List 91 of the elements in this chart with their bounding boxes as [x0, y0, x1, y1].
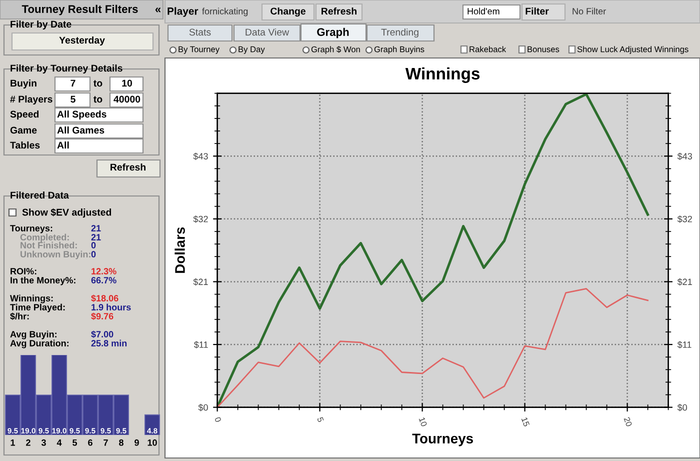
y2-tick-label: $21 — [677, 278, 692, 286]
text: 25.8 min — [91, 340, 127, 346]
text: Rakeback — [470, 46, 506, 52]
text: $18.06 — [91, 294, 118, 302]
text: Stats — [189, 28, 211, 36]
y-tick-label: $43 — [193, 152, 208, 160]
text: Game — [10, 126, 37, 134]
text: Filter by Tourney Details — [10, 64, 122, 74]
text: 0 — [91, 251, 96, 258]
text: Filtered Data — [10, 191, 69, 199]
x-tick-label: 5 — [317, 416, 324, 422]
x-tick-label: 10 — [148, 439, 157, 446]
text: $/hr: — [10, 312, 29, 320]
text: Refresh — [110, 163, 146, 171]
text: Player — [168, 7, 198, 17]
y2-tick-label: $11 — [677, 341, 692, 348]
text: Time Played: — [10, 304, 65, 312]
text: Avg Buyin: — [10, 330, 56, 340]
text: Graph — [317, 28, 349, 38]
text: Hold'em — [468, 8, 500, 14]
text: Not Finished: — [20, 242, 77, 248]
x-tick-label: 10 — [418, 417, 428, 427]
text: Change — [270, 7, 306, 17]
text: 12.3% — [92, 268, 116, 274]
x-tick-label: 4 — [56, 440, 62, 446]
text: 66.7% — [91, 277, 116, 284]
x-tick-label: 3 — [41, 439, 46, 446]
text: Tables — [10, 141, 40, 149]
x-tick-label: 5 — [72, 440, 78, 446]
x-tick-label: 8 — [119, 439, 124, 446]
text: 0 — [91, 242, 96, 248]
text: « — [155, 8, 161, 12]
x-tick-label: 1 — [10, 440, 16, 446]
y2-tick-label: $0 — [677, 404, 688, 412]
text: Bonuses — [528, 46, 560, 52]
text: All Speeds — [57, 110, 106, 120]
text: 7 — [70, 80, 76, 87]
text: Tourney Result Filters — [22, 4, 138, 16]
text: In the Money%: — [10, 276, 76, 286]
text: $9.76 — [91, 312, 114, 320]
x-tick-label: 15 — [521, 417, 530, 427]
text: ROI%: — [10, 268, 36, 274]
text: 10 — [122, 80, 132, 87]
y-tick-label: $21 — [193, 278, 208, 286]
text: Winnings: — [10, 294, 53, 304]
chart-title: Winnings — [405, 67, 480, 83]
text: to — [94, 96, 102, 103]
y2-tick-label: $32 — [677, 215, 692, 223]
text: fornickating — [202, 8, 248, 16]
text: # Players — [10, 95, 52, 105]
text: Avg Duration: — [10, 340, 68, 348]
text: Filter by Date — [10, 20, 72, 30]
text: Speed — [10, 110, 39, 120]
text: Refresh — [322, 7, 356, 15]
x-tick-label: 6 — [88, 439, 92, 446]
text: Unknown Buyin: — [20, 250, 90, 260]
y-tick-label: $11 — [194, 341, 208, 348]
text: Tourneys: — [10, 225, 52, 234]
x-tick-label: 20 — [624, 416, 632, 427]
text: 1.9 hours — [92, 304, 131, 310]
text: 40000 — [114, 96, 140, 103]
text: Trending — [381, 28, 418, 38]
text: All — [57, 141, 69, 149]
text: No Filter — [572, 8, 606, 14]
y2-tick-label: $43 — [677, 152, 692, 160]
text: Show Luck Adjusted Winnings — [577, 46, 688, 54]
y-tick-label: $32 — [193, 215, 208, 223]
text: 5 — [70, 96, 76, 103]
text: Show $EV adjusted — [22, 208, 112, 218]
line-series — [217, 288, 648, 408]
x-tick-label: 7 — [104, 440, 108, 446]
x-tick-label: 2 — [26, 439, 30, 446]
text: By Tourney — [178, 46, 220, 54]
text: $7.00 — [91, 330, 114, 338]
text: Filter — [526, 7, 549, 15]
text: 21 — [91, 225, 101, 232]
text: Yesterday — [59, 36, 105, 46]
text: Buyin — [10, 79, 36, 89]
text: All Games — [57, 126, 104, 134]
y-tick-label: $0 — [198, 404, 208, 412]
x-tick-label: 0 — [214, 416, 222, 422]
y-axis-title: Dollars — [174, 227, 185, 273]
text: By Day — [238, 46, 265, 54]
x-axis-title: Tourneys — [412, 434, 473, 446]
text: Graph $ Won — [311, 46, 360, 54]
text: to — [94, 80, 102, 87]
text: Completed: — [20, 234, 69, 242]
text: Data View — [246, 28, 290, 36]
text: Graph Buyins — [374, 46, 424, 54]
x-tick-label: 9 — [134, 439, 139, 446]
text: 21 — [91, 234, 101, 240]
